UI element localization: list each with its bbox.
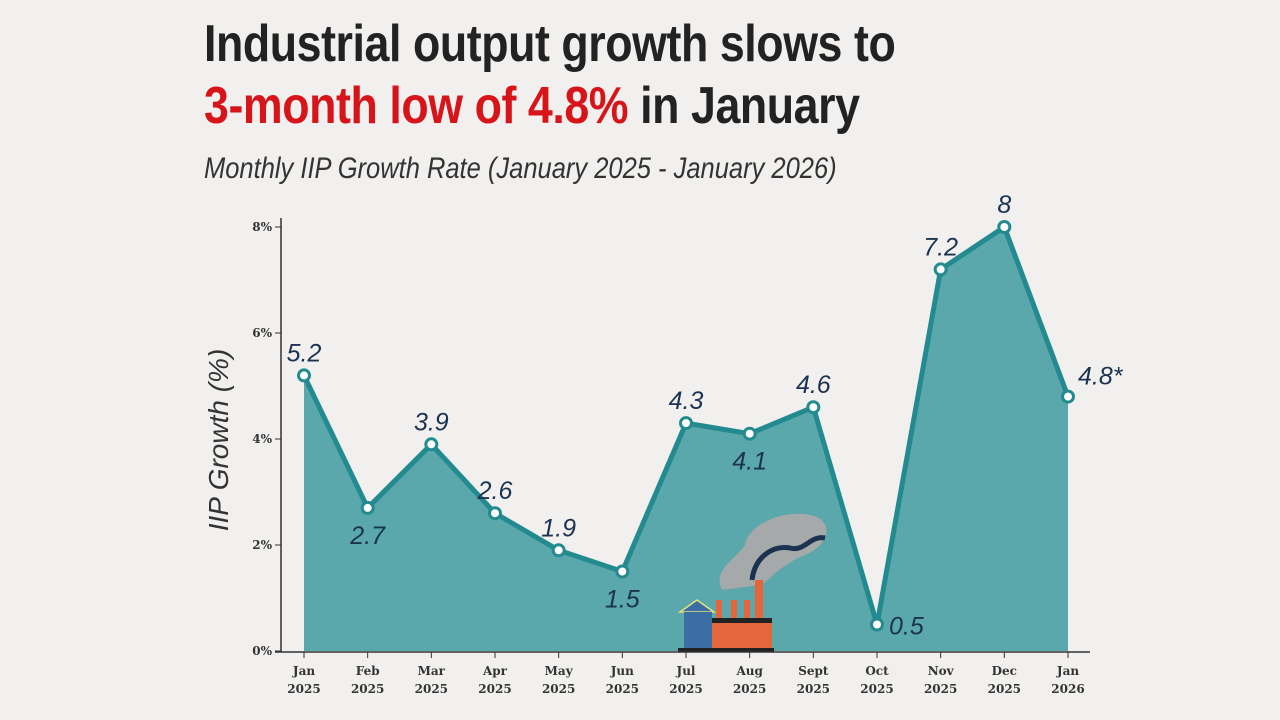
x-tick-label: May: [545, 664, 574, 678]
data-point: [488, 506, 502, 521]
x-tick-label: Dec: [992, 664, 1017, 678]
data-point: [997, 220, 1012, 234]
data-point: [806, 400, 821, 415]
x-tick-label: Feb: [356, 664, 380, 678]
headline-rest: in January: [628, 77, 860, 135]
x-tick-label: 2025: [478, 682, 511, 696]
data-point: [551, 543, 566, 558]
x-tick-label: 2025: [988, 682, 1021, 696]
data-point: [424, 437, 439, 452]
x-tick-label: 2025: [733, 682, 766, 696]
x-tick-label: 2025: [287, 682, 320, 696]
data-label: 3.9: [414, 408, 449, 436]
x-tick-label: 2025: [542, 682, 575, 696]
data-point: [870, 617, 884, 632]
area-fill: [304, 227, 1068, 651]
x-tick-label: 2025: [606, 682, 639, 696]
data-label: 0.5: [889, 613, 924, 641]
y-axis-label: IIP Growth (%): [203, 349, 234, 532]
data-point: [742, 426, 757, 441]
data-point: [360, 500, 375, 515]
data-label: 5.2: [287, 339, 322, 367]
data-label: 4.6: [796, 371, 831, 399]
data-label: 4.8*: [1078, 363, 1124, 391]
data-label: 2.6: [477, 477, 513, 505]
data-point: [679, 416, 693, 431]
x-tick-label: 2026: [1051, 682, 1084, 696]
data-label: 1.5: [605, 586, 640, 614]
x-tick-label: Jan: [292, 664, 315, 678]
chart-subtitle: Monthly IIP Growth Rate (January 2025 - …: [204, 152, 837, 185]
y-tick-label: 2%: [252, 538, 272, 552]
data-label: 4.1: [732, 448, 767, 476]
y-tick-label: 4%: [252, 432, 272, 446]
x-tick-label: 2025: [860, 682, 893, 696]
factory-icon: [677, 513, 827, 652]
x-tick-label: Jul: [676, 664, 696, 678]
data-point: [615, 564, 630, 579]
data-label: 8: [997, 191, 1011, 219]
data-point: [297, 368, 311, 383]
x-tick-label: 2025: [924, 682, 957, 696]
x-tick-label: Aug: [735, 664, 763, 678]
x-tick-label: Sept: [798, 664, 829, 678]
x-tick-label: Apr: [482, 664, 508, 678]
x-tick-label: 2025: [351, 682, 384, 696]
data-label: 7.2: [923, 233, 958, 261]
data-label: 2.7: [349, 522, 386, 550]
x-tick-label: Jan: [1056, 664, 1079, 678]
data-label: 1.9: [541, 514, 576, 542]
data-label: 4.3: [669, 387, 704, 415]
x-tick-label: Oct: [865, 664, 889, 678]
y-tick-label: 6%: [252, 326, 272, 340]
y-tick-label: 8%: [252, 220, 272, 234]
y-tick-label: 0%: [252, 644, 272, 658]
x-tick-label: 2025: [797, 682, 830, 696]
x-tick-label: Nov: [928, 664, 955, 678]
headline-line1: Industrial output growth slows to: [204, 15, 896, 73]
headline-line2: 3-month low of 4.8% in January: [204, 76, 860, 136]
x-tick-label: 2025: [669, 682, 702, 696]
data-point: [1061, 389, 1075, 404]
x-tick-label: Mar: [418, 664, 446, 678]
data-point: [933, 262, 948, 277]
headline-highlight: 3-month low of 4.8%: [204, 77, 629, 135]
x-tick-label: 2025: [415, 682, 448, 696]
x-tick-label: Jun: [610, 664, 634, 678]
